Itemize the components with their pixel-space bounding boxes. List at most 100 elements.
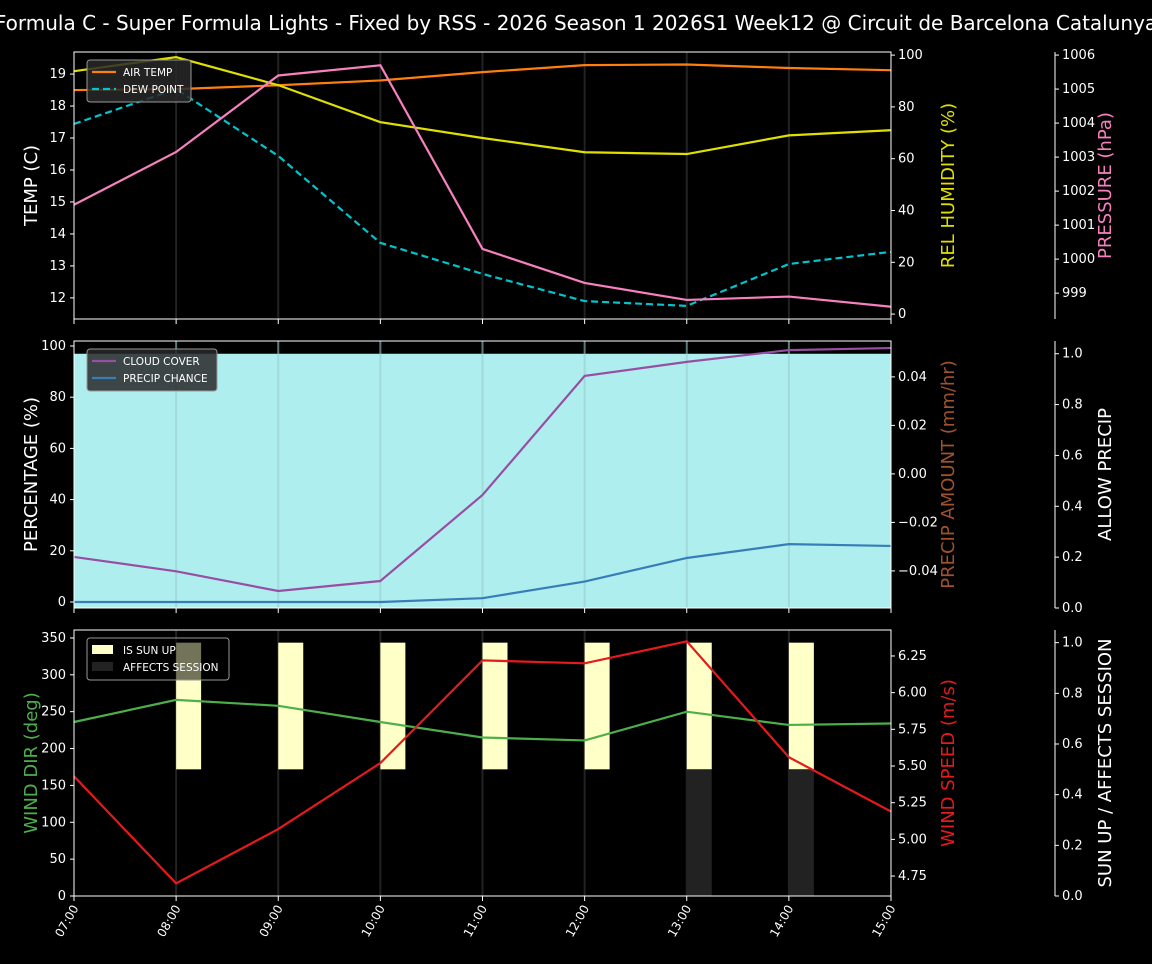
tick-label: 15: [49, 195, 66, 210]
tick-label: 60: [49, 441, 66, 456]
tick-label: 80: [898, 100, 915, 115]
axis-label: PRESSURE (hPa): [1095, 112, 1116, 259]
x-tick-label: 08:00: [154, 903, 183, 940]
tick-label: 20: [49, 544, 66, 559]
tick-label: 1002: [1062, 184, 1095, 199]
tick-label: 100: [41, 339, 66, 354]
amt-axis: −0.04 −0.02 0.00 0.02 0.04 PRECIP AMOUNT (mm/…: [891, 360, 959, 589]
legend-entry: PRECIP CHANCE: [123, 373, 208, 385]
legend-box: [86, 348, 218, 392]
tick-label: 17: [49, 131, 66, 146]
tick-label: 1.0: [1062, 636, 1083, 651]
tick-label: 5.25: [898, 796, 927, 811]
tick-label: 0.2: [1062, 838, 1083, 853]
tick-label: 300: [41, 668, 66, 683]
tick-label: 0: [898, 307, 906, 322]
allow-axis: 0.0 0.2 0.4 0.6 0.8 1.0 ALLOW PRECIP: [1055, 347, 1116, 616]
tick-label: 0.2: [1062, 550, 1083, 565]
axis-label: PRECIP AMOUNT (mm/hr): [938, 360, 959, 589]
tick-label: 0.00: [898, 467, 927, 482]
tick-label: 100: [41, 815, 66, 830]
legend-entry: IS SUN UP: [123, 645, 176, 657]
x-tick-label: 14:00: [767, 903, 796, 940]
x-tick-label: 09:00: [256, 903, 285, 940]
tick-label: 12: [49, 291, 66, 306]
tick-label: 6.00: [898, 686, 927, 701]
tick-label: −0.04: [898, 564, 938, 579]
tick-label: 5.00: [898, 832, 927, 847]
tick-label: 0.8: [1062, 686, 1083, 701]
tick-label: 1006: [1062, 48, 1095, 63]
is-sun-up-bar: [686, 642, 712, 770]
x-tick-label: 13:00: [665, 903, 694, 940]
precip-chance-line: [74, 543, 892, 604]
pres-axis: 999 1000 1001 1002 1003 1004 1005 1006 PRESSURE …: [1055, 48, 1116, 301]
tick-label: 1004: [1062, 116, 1095, 131]
tick-label: 1001: [1062, 218, 1095, 233]
tick-label: 0: [58, 595, 66, 610]
legend: AIR TEMP DEW POINT: [86, 59, 192, 103]
tick-label: 150: [41, 778, 66, 793]
is-sun-up-bar: [788, 642, 814, 770]
dir-line: [73, 698, 892, 742]
legend-entry: AFFECTS SESSION: [123, 662, 219, 674]
chart-title: Formula C - Super Formula Lights - Fixed…: [0, 11, 1152, 35]
tick-label: 1003: [1062, 150, 1095, 165]
spd-axis: 4.75 5.00 5.25 5.50 5.75 6.00 6.25 WIND SPEED (…: [891, 649, 959, 884]
axis-label: ALLOW PRECIP: [1095, 408, 1116, 541]
tick-label: 16: [49, 163, 66, 178]
tick-label: 100: [898, 48, 923, 63]
tick-label: 999: [1062, 286, 1087, 301]
tick-label: 80: [49, 390, 66, 405]
pres-line: [73, 64, 892, 308]
panel-3: 0 50 100 150 200 250 300 350 WIND DIR (deg) 4.75 5…: [21, 629, 1116, 940]
tick-label: 0.02: [898, 418, 927, 433]
tick-label: 0.4: [1062, 788, 1083, 803]
panel-1: 12 13 14 15 16 17 18 19 TEMP (C) 0 20 40 60 80 100 REL …: [21, 48, 1116, 324]
tick-label: 40: [898, 203, 915, 218]
tick-label: 1.0: [1062, 347, 1083, 362]
hum-axis: 0 20 40 60 80 100 REL HUMIDITY (%): [891, 48, 959, 322]
x-tick-label: 10:00: [359, 903, 388, 940]
x-tick-label: 07:00: [52, 903, 81, 940]
legend-entry: AIR TEMP: [123, 67, 172, 79]
is-sun-up-bar: [584, 642, 610, 770]
is-sun-up-bar: [482, 642, 508, 770]
axis-label: PERCENTAGE (%): [21, 397, 42, 552]
axis-label: WIND DIR (deg): [21, 692, 42, 834]
tick-label: 14: [49, 227, 66, 242]
x-tick-label: 11:00: [461, 903, 490, 940]
tick-label: 6.25: [898, 649, 927, 664]
tick-label: 1005: [1062, 82, 1095, 97]
tick-label: 4.75: [898, 869, 927, 884]
axis-label: REL HUMIDITY (%): [938, 103, 959, 268]
legend: IS SUN UP AFFECTS SESSION: [86, 637, 230, 681]
tick-label: 0.04: [898, 370, 927, 385]
tick-label: 5.75: [898, 722, 927, 737]
legend-box: [86, 59, 192, 103]
pct-axis: 0 20 40 60 80 100 PERCENTAGE (%): [21, 339, 74, 610]
tick-label: 0: [58, 889, 66, 904]
hum-line: [73, 56, 892, 156]
tick-label: 0.8: [1062, 398, 1083, 413]
legend-box: [86, 637, 230, 681]
axis-label: SUN UP / AFFECTS SESSION: [1095, 638, 1116, 887]
tick-label: −0.02: [898, 515, 938, 530]
cloud-cover-line: [73, 346, 892, 593]
legend-swatch: [92, 662, 113, 671]
tick-label: 0.0: [1062, 601, 1083, 616]
temp-axis: 12 13 14 15 16 17 18 19 TEMP (C): [21, 67, 74, 306]
dew-point-line: [73, 87, 892, 308]
tick-label: 5.50: [898, 759, 927, 774]
legend-entry: DEW POINT: [123, 84, 184, 96]
legend-swatch: [92, 645, 113, 654]
tick-label: 1000: [1062, 252, 1095, 267]
tick-label: 13: [49, 259, 66, 274]
tick-label: 200: [41, 742, 66, 757]
axis-label: TEMP (C): [21, 145, 42, 227]
legend: CLOUD COVER PRECIP CHANCE: [86, 348, 218, 392]
x-tick-label: 12:00: [563, 903, 592, 940]
tick-label: 19: [49, 67, 66, 82]
